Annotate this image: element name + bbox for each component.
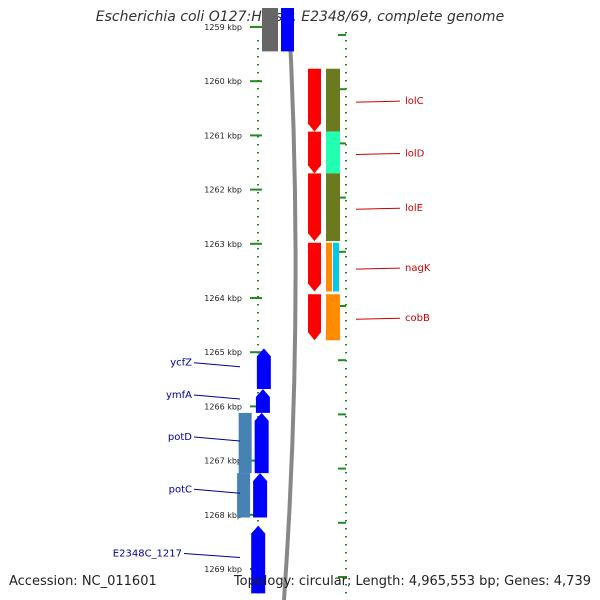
title-band [0, 0, 600, 8]
forward-gene-label: cobB [405, 313, 430, 324]
category-bar-secondary [326, 242, 332, 292]
category-bar [326, 131, 340, 174]
forward-gene-arrow [308, 131, 321, 174]
top-feature-grey [262, 0, 278, 52]
reverse-gene-label: ymfA [166, 390, 192, 401]
category-bar [238, 412, 252, 474]
reverse-gene-label: potD [168, 432, 192, 443]
genome-summary-text: Topology: circular; Length: 4,965,553 bp… [233, 574, 591, 589]
gene-label-leader [193, 362, 241, 368]
tick-label: 1261 kbp [204, 131, 242, 140]
tick-label: 1268 kbp [204, 511, 242, 520]
category-bar [326, 173, 340, 242]
tick-label: 1266 kbp [204, 402, 242, 411]
gene-label-leader [355, 207, 401, 210]
map-title: Escherichia coli O127:H6 str. E2348/69, … [95, 9, 505, 25]
category-bar [333, 242, 339, 292]
reverse-gene-arrow [253, 473, 268, 518]
gene-label-leader [355, 267, 401, 270]
tick-label: 1263 kbp [204, 240, 242, 249]
gene-label-leader [355, 152, 401, 155]
forward-gene-arrow [308, 68, 321, 132]
gene-label-leader [193, 394, 241, 400]
tick-label: 1269 kbp [204, 565, 242, 574]
category-bar [326, 68, 340, 132]
forward-gene-arrow [308, 242, 321, 292]
tick-label: 1267 kbp [204, 457, 242, 466]
gene-label-leader [193, 488, 241, 494]
reverse-gene-arrow [254, 412, 269, 474]
forward-gene-arrow [308, 173, 321, 242]
category-bar [237, 473, 251, 518]
reverse-gene-arrow [251, 525, 266, 594]
gene-label-leader [355, 100, 401, 103]
reverse-gene-label: ycfZ [170, 358, 192, 369]
gene-label-leader [193, 436, 241, 442]
top-feature-blue [281, 0, 294, 52]
gene-label-leader [355, 317, 401, 320]
gene-label-leader [183, 553, 241, 559]
reverse-gene-label: potC [169, 484, 192, 495]
forward-gene-label: lolD [405, 148, 425, 159]
tick-label: 1259 kbp [204, 23, 242, 32]
category-bar [326, 294, 340, 341]
tick-label: 1262 kbp [204, 186, 242, 195]
reverse-gene-arrow [255, 389, 270, 413]
forward-gene-label: lolC [405, 96, 424, 107]
forward-gene-arrow [308, 294, 321, 341]
reverse-gene-label: E2348C_1217 [113, 549, 182, 560]
backbone-line [282, 0, 298, 600]
forward-gene-label: nagK [405, 263, 431, 274]
tick-label: 1260 kbp [204, 77, 242, 86]
accession-text: Accession: NC_011601 [9, 574, 157, 589]
reverse-gene-arrow [256, 348, 271, 390]
forward-gene-label: lolE [405, 203, 423, 214]
tick-label: 1265 kbp [204, 348, 242, 357]
tick-label: 1264 kbp [204, 294, 242, 303]
